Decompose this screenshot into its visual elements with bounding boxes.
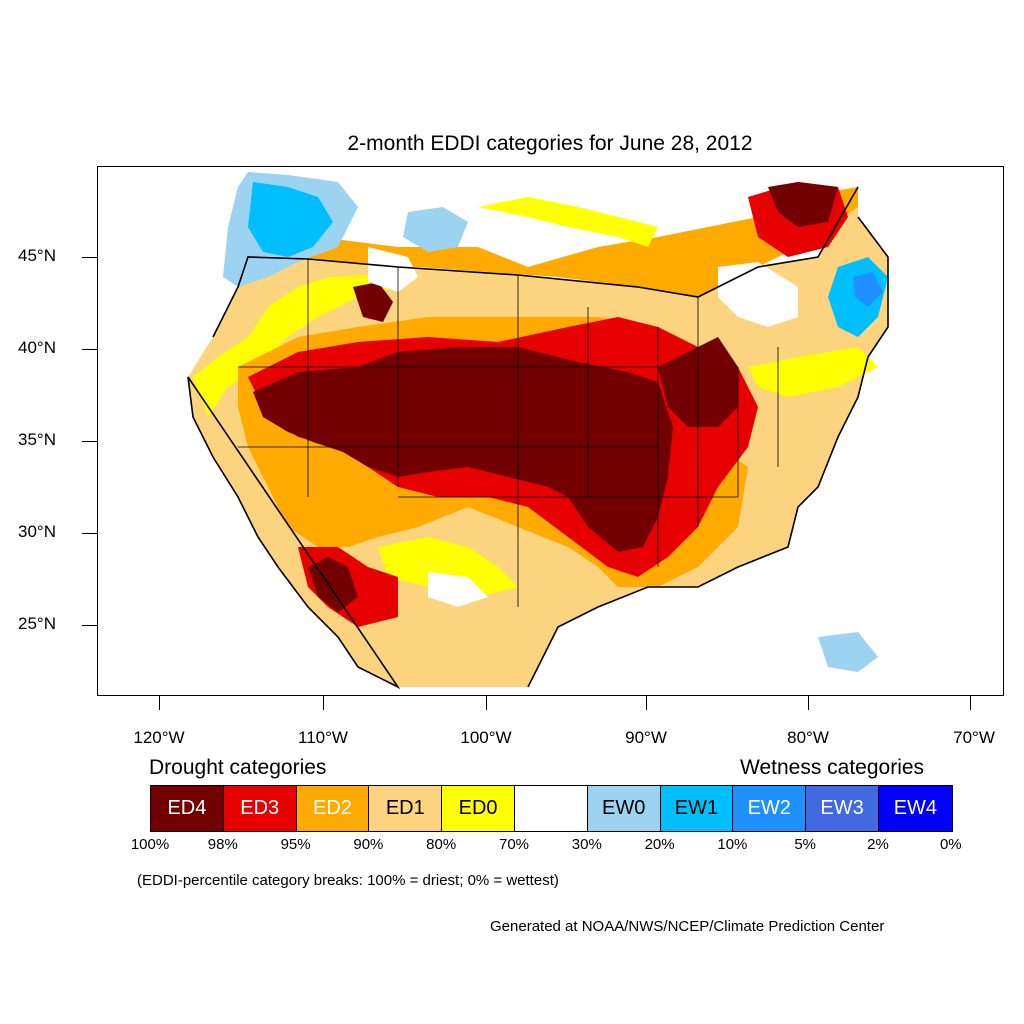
x-tick-label: 90°W — [625, 728, 667, 747]
region-ed4-central — [253, 347, 673, 552]
legend-break-label: 5% — [794, 836, 817, 853]
y-tick-mark — [82, 349, 97, 350]
x-tick-mark — [808, 696, 809, 710]
legend-cell-ew2: EW2 — [733, 786, 807, 831]
region-white-north-plains — [368, 247, 418, 292]
legend-cell-normal — [514, 786, 588, 831]
legend-break-label: 10% — [717, 836, 748, 853]
legend-break-label: 95% — [280, 836, 311, 853]
x-tick-label: 100°W — [460, 728, 512, 747]
legend-break-label: 90% — [353, 836, 384, 853]
x-tick-label: 110°W — [298, 728, 348, 747]
y-tick-label: 30°N — [18, 522, 56, 541]
x-tick-mark — [159, 696, 160, 710]
region-ed4-northeast — [768, 182, 838, 227]
legend-cell-ew3: EW3 — [806, 786, 879, 831]
legend-cell-ed2: ED2 — [296, 786, 370, 831]
x-tick-label: 120°W — [133, 728, 185, 747]
region-ew1-bahamas — [818, 632, 878, 672]
legend-cell-ed4: ED4 — [151, 786, 224, 831]
eddi-map — [187, 172, 889, 690]
y-tick-mark — [82, 625, 97, 626]
y-tick-label: 25°N — [18, 614, 56, 633]
x-tick-mark — [646, 696, 647, 710]
legend-break-label: 20% — [644, 836, 675, 853]
legend-cell-ed3: ED3 — [223, 786, 297, 831]
y-tick-mark — [82, 257, 97, 258]
x-tick-mark — [970, 696, 971, 710]
region-ed0-northeast — [748, 347, 878, 397]
region-ew2-pacific-nw — [248, 182, 333, 257]
y-tick-label: 35°N — [18, 430, 56, 449]
legend-break-label: 0% — [939, 836, 962, 853]
credit-line: Generated at NOAA/NWS/NCEP/Climate Predi… — [490, 918, 885, 935]
legend-break-label: 80% — [426, 836, 457, 853]
y-tick-mark — [82, 533, 97, 534]
region-ed0-south — [378, 537, 518, 597]
x-tick-mark — [323, 696, 324, 710]
legend-break-label: 30% — [571, 836, 602, 853]
legend-cell-ew1: EW1 — [660, 786, 734, 831]
legend-cell-ed1: ED1 — [369, 786, 443, 831]
legend-cell-ew0: EW0 — [587, 786, 661, 831]
map-panel — [97, 166, 1004, 696]
state-boundaries — [238, 259, 779, 607]
x-tick-label: 70°W — [953, 728, 995, 747]
region-ew1-montana — [403, 207, 468, 252]
x-tick-label: 80°W — [787, 728, 829, 747]
legend-colorbar: ED4 ED3 ED2 ED1 ED0 EW0 EW1 EW2 EW3 EW4 — [150, 785, 953, 832]
region-white-upper-midwest — [718, 262, 798, 327]
region-ed4-wyoming — [353, 282, 393, 322]
region-white-texas — [428, 572, 488, 607]
region-ed4-southwest — [308, 557, 358, 612]
region-ed2-north — [278, 187, 858, 297]
category-note: (EDDI-percentile category breaks: 100% =… — [137, 872, 559, 889]
legend-cell-ew4: EW4 — [878, 786, 952, 831]
legend-cell-ed0: ED0 — [442, 786, 515, 831]
legend-break-label: 70% — [498, 836, 530, 853]
x-tick-mark — [486, 696, 487, 710]
legend-break-label: 2% — [867, 836, 889, 853]
y-tick-label: 45°N — [18, 246, 56, 265]
wetness-heading: Wetness categories — [740, 756, 925, 779]
region-ed0-north — [478, 197, 658, 247]
region-ew2-northeast — [853, 272, 883, 307]
y-tick-label: 40°N — [18, 338, 56, 357]
legend-break-label: 100% — [130, 836, 170, 853]
y-tick-mark — [82, 441, 97, 442]
legend-break-label: 98% — [207, 836, 238, 853]
drought-heading: Drought categories — [149, 756, 327, 779]
map-title: 2-month EDDI categories for June 28, 201… — [347, 132, 753, 155]
